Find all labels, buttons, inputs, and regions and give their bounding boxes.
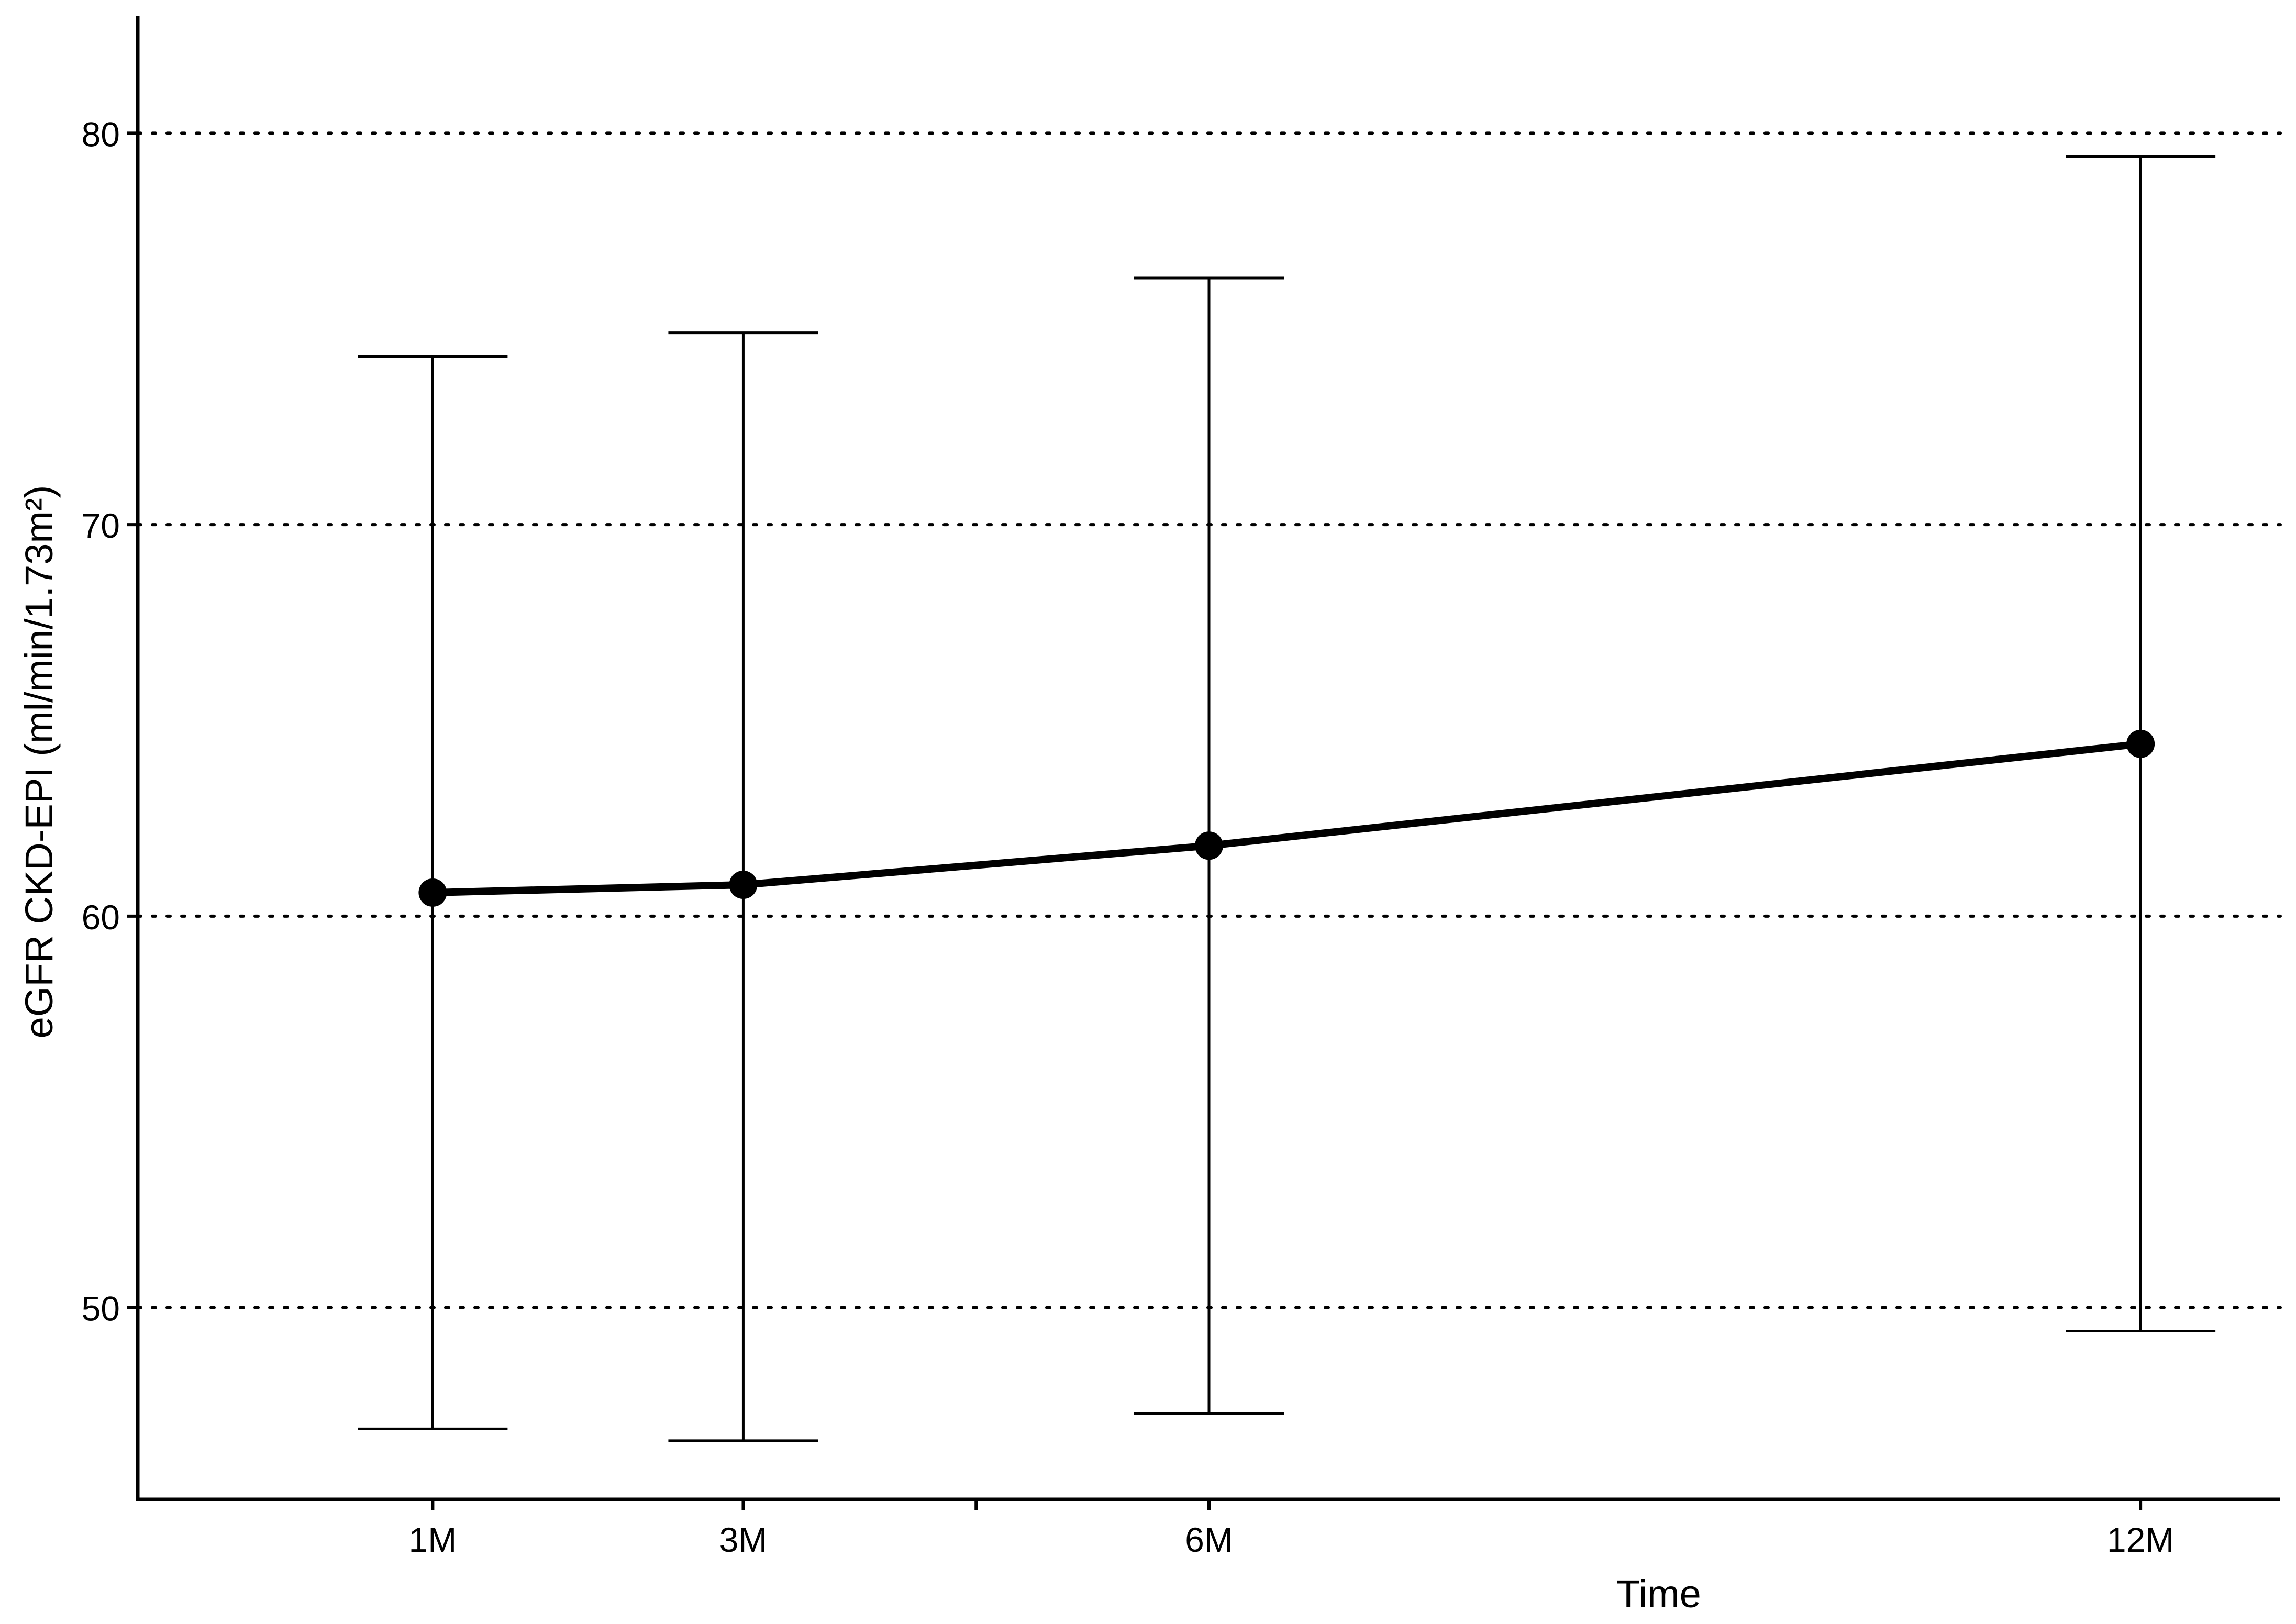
series-line-group: [429, 740, 2145, 896]
y-tick-label: 70: [82, 506, 120, 545]
series-line: [429, 740, 2145, 896]
data-point-6M: [1195, 831, 1223, 860]
x-tick-label: 1M: [409, 1520, 457, 1559]
x-axis-ticks: 1M 3M 6M 12M: [409, 1499, 2174, 1559]
data-points: [418, 729, 2155, 907]
x-tick-label: 6M: [1185, 1520, 1233, 1559]
y-tick-label: 60: [82, 898, 120, 937]
x-axis-label: Time: [1616, 1572, 1701, 1616]
x-tick-label: 12M: [2107, 1520, 2174, 1559]
data-point-3M: [729, 871, 758, 899]
y-tick-label: 50: [82, 1289, 120, 1328]
data-point-12M: [2126, 729, 2155, 758]
x-tick-label: 3M: [719, 1520, 768, 1559]
data-point-1M: [418, 878, 447, 907]
y-tick-label: 80: [82, 115, 120, 153]
y-axis-label: eGFR CKD-EPI (ml/min/1.73m²): [17, 485, 61, 1039]
y-axis-ticks: 50 60 70 80: [82, 115, 138, 1328]
